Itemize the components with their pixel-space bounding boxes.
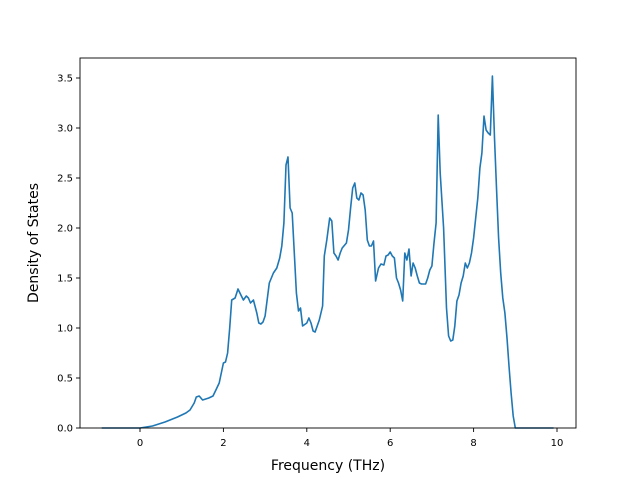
y-tick-label: 1.5 [57,274,73,285]
x-tick-label: 8 [470,438,476,449]
y-tick-label: 1.0 [57,324,73,335]
x-axis-label: Frequency (THz) [271,458,385,474]
plot-area [101,75,554,429]
y-axis-ticks: 0.0 0.5 1.0 1.5 2.0 2.5 3.0 3.5 [57,74,80,435]
x-tick-label: 2 [220,438,226,449]
x-axis-ticks: 0 2 4 6 8 10 [137,428,564,449]
x-tick-label: 4 [304,438,310,449]
y-tick-label: 2.0 [57,224,73,235]
x-tick-label: 10 [551,438,564,449]
y-tick-label: 0.5 [57,374,73,385]
axes-frame [79,57,577,429]
y-tick-label: 2.5 [57,174,73,185]
y-tick-label: 3.0 [57,124,73,135]
y-tick-label: 3.5 [57,74,73,85]
x-tick-label: 0 [137,438,143,449]
dos-line-series [101,75,554,429]
y-axis-label: Density of States [26,183,42,303]
y-tick-label: 0.0 [57,424,73,435]
x-tick-label: 6 [387,438,393,449]
